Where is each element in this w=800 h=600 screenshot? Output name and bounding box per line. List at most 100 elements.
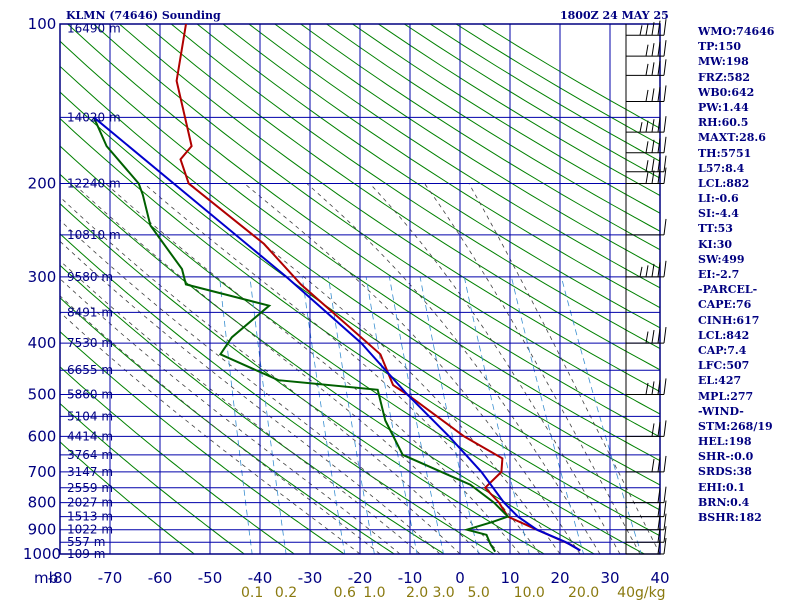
height-label: 7530 m [67,336,113,350]
stat-line: EL:427 [698,374,742,388]
dry-adiabat [60,402,246,554]
temperature-tick-label: -10 [398,569,423,587]
plot-frame [59,23,661,555]
mixing-ratio-tick-label: 2.0 [406,585,428,600]
height-label: 14020 m [67,110,121,124]
wind-barb-feather [651,62,655,76]
wind-barb-feather [663,136,667,153]
sounding-traces [92,24,581,553]
stat-line: RH:60.5 [698,116,749,130]
height-label: 4414 m [67,429,113,443]
wind-barb-feather [645,382,649,395]
height-label: 1022 m [67,523,113,537]
wind-barb-feather [645,23,649,36]
wind-barb-feather [657,502,661,517]
wind-barb-feather [657,138,661,153]
wind-barb [626,378,667,395]
wind-barb-feather [663,327,667,344]
wind-barb-feather [657,157,661,172]
stat-line: SI:-4.4 [698,207,739,221]
pressure-tick-label: 1000 [23,545,61,563]
wind-barb-feather [657,379,661,395]
stat-line: LFC:507 [698,359,750,373]
stat-line: STM:268/19 [698,419,773,433]
moist-adiabat [244,183,581,554]
stat-line: CAP:7.4 [698,343,747,357]
wind-barb-feather [663,167,667,184]
wind-barb-feather [645,89,649,102]
stat-line: MW:198 [698,55,749,69]
temperature-tick-label: -20 [348,569,373,587]
height-label: 9580 m [67,270,113,284]
wind-barb-feather [645,63,649,76]
wind-barb-feather [645,120,649,133]
height-label: 109 m [67,547,105,561]
wind-barb [626,218,667,236]
wind-barb-feather [657,457,661,472]
mixing-ratio-line [511,276,585,554]
wind-barb-feather [657,539,661,555]
wind-barb [626,40,667,57]
wind-barb-feather [663,486,667,503]
stat-line: TT:53 [698,222,733,236]
stat-line: MAXT:28.6 [698,131,766,145]
height-label: 12240 m [67,177,121,191]
pressure-tick-label: 500 [28,385,57,403]
stat-line: BRN:0.4 [698,495,750,509]
stat-line: TP:150 [698,40,742,54]
moist-adiabat [369,183,621,554]
wind-barb-feather [645,44,649,57]
wind-barb-feather [663,59,667,76]
wind-barb-feather [651,119,655,133]
plot-border [59,23,661,555]
height-label: 16490 m [67,22,121,36]
height-label: 5104 m [67,409,113,423]
wind-barb-feather [663,19,667,36]
mixing-ratio-line [560,276,642,554]
wind-barb-feather [645,331,649,344]
wind-barb-feather [657,515,661,530]
height-label: 3764 m [67,448,113,462]
stat-line: -WIND- [698,404,744,418]
stat-line: CAPE:76 [698,298,752,312]
wind-barb-feather [657,527,661,543]
temperature-tick-label: -60 [148,569,173,587]
wind-barb-feather [645,160,649,172]
wind-barb [626,260,667,278]
stat-line: PW:1.44 [698,100,749,114]
wind-barb-feather [663,378,667,395]
valid-time: 1800Z 24 MAY 25 [560,9,669,22]
stat-line: -PARCEL- [698,283,758,297]
height-label: 2559 m [67,481,113,495]
wind-barb [626,85,667,102]
dry-adiabat [118,24,660,393]
mixing-ratio-tick-label: 3.0 [432,585,454,600]
temperature-tick-label: 0 [455,569,465,587]
wind-barb-feather [663,455,667,472]
stat-line: WB0:642 [698,85,755,99]
stat-line: EI:-2.7 [698,268,740,281]
wind-barb-feather [639,25,643,36]
mixing-ratio-line [301,276,346,554]
dry-adiabat [60,297,396,554]
height-label: 8491 m [67,305,113,319]
mixing-ratio-tick-label: 0.6 [334,585,356,600]
height-label: 557 m [67,535,105,549]
wind-barb-feather [663,537,667,555]
wind-barb-feather [651,458,655,472]
wind-barb [626,167,667,185]
stat-line: LCL:882 [698,176,750,190]
moist-adiabat [189,183,561,554]
stat-line: L57:8.4 [698,161,745,175]
pressure-tick-label: 700 [28,463,57,481]
moist-adiabat [60,260,421,554]
wind-barb-feather [651,88,655,102]
height-label: 6655 m [67,363,113,377]
temperature-tick-label: -40 [248,569,273,587]
wind-barb-feather [663,260,667,277]
dry-adiabat [60,264,446,554]
wind-barb [626,455,667,473]
stat-line: BSHR:182 [698,511,762,524]
wind-barb-feather [657,86,661,102]
moist-adiabat [143,183,541,554]
